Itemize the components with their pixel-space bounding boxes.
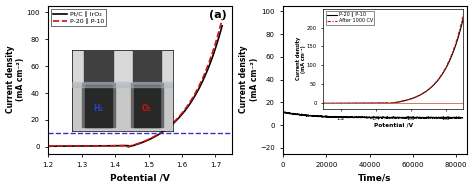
Legend: Pt/C ∥ IrO₂, P-20 ∥ P-10: Pt/C ∥ IrO₂, P-20 ∥ P-10: [51, 9, 106, 27]
P-20 ∥ P-10: [128, 145, 134, 147]
P-20 ∥ P-10: [188, 99, 194, 102]
Pt/C ∥ IrO₂: [129, 145, 135, 147]
P-20 ∥ P-10: [129, 144, 135, 146]
Pt/C ∥ IrO₂: [126, 146, 132, 148]
Line: Pt/C ∥ IrO₂: Pt/C ∥ IrO₂: [48, 26, 222, 147]
Y-axis label: Current density
(mA cm⁻²): Current density (mA cm⁻²): [239, 46, 258, 113]
Pt/C ∥ IrO₂: [140, 141, 146, 143]
X-axis label: Time/s: Time/s: [358, 174, 392, 182]
P-20 ∥ P-10: [216, 32, 221, 35]
P-20 ∥ P-10: [124, 146, 130, 148]
Text: (a): (a): [209, 10, 227, 20]
Pt/C ∥ IrO₂: [46, 145, 51, 147]
P-20 ∥ P-10: [46, 145, 51, 147]
Pt/C ∥ IrO₂: [219, 25, 225, 27]
P-20 ∥ P-10: [140, 141, 146, 143]
Text: (b): (b): [443, 10, 462, 20]
Pt/C ∥ IrO₂: [149, 137, 155, 139]
Pt/C ∥ IrO₂: [188, 101, 194, 103]
X-axis label: Potential /V: Potential /V: [110, 174, 170, 182]
Pt/C ∥ IrO₂: [216, 38, 221, 40]
Y-axis label: Current density
(mA cm⁻²): Current density (mA cm⁻²): [6, 46, 25, 113]
Line: P-20 ∥ P-10: P-20 ∥ P-10: [48, 19, 222, 147]
P-20 ∥ P-10: [149, 136, 155, 139]
Pt/C ∥ IrO₂: [128, 145, 134, 147]
P-20 ∥ P-10: [219, 18, 225, 20]
